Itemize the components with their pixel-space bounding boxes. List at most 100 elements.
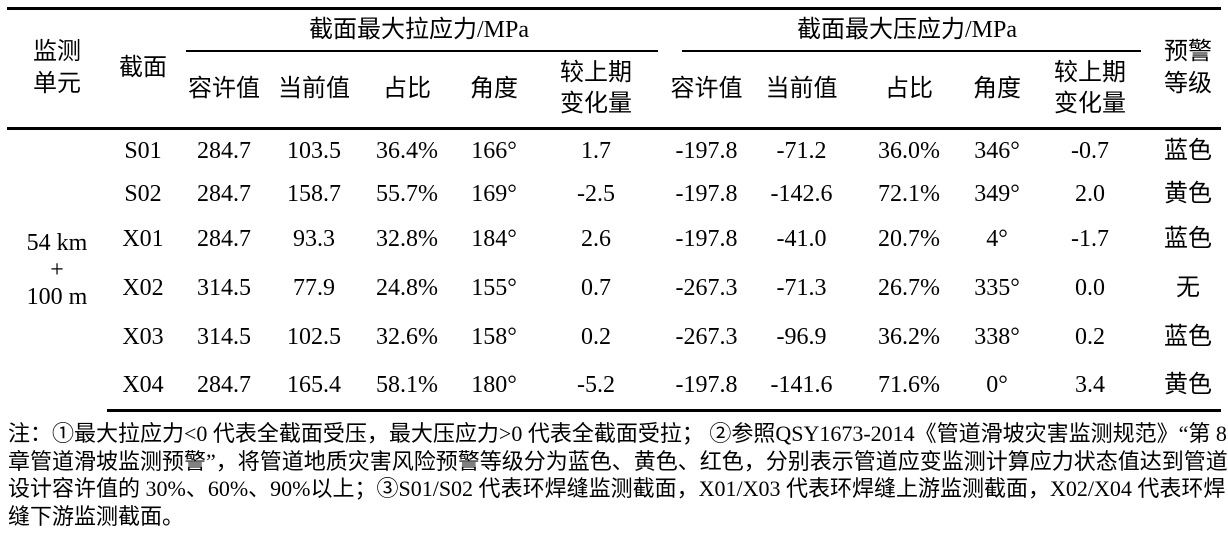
cell-warning-level: 蓝色 (1164, 324, 1213, 351)
cell-tension-ratio: 32.6% (376, 324, 438, 351)
table-row: X03 314.5 102.5 32.6% 158° 0.2 -267.3 -9… (7, 315, 1221, 362)
cell-compression-angle: 0° (969, 361, 1026, 412)
cell-tension-ratio: 32.8% (376, 225, 438, 252)
cell-tension-ratio: 55.7% (376, 181, 438, 208)
cell-tension-angle: 166° (471, 138, 517, 165)
cell-compression-angle: 338° (974, 324, 1020, 351)
cell-compression-allowable: -267.3 (675, 274, 738, 301)
cell-section: X04 (107, 361, 179, 412)
cell-compression-ratio: 36.0% (878, 138, 941, 165)
cell-tension-allowable: 314.5 (197, 274, 251, 301)
header-tension-delta: 较上期 变化量 (533, 51, 660, 130)
cell-compression-delta: -0.7 (1071, 138, 1110, 165)
cell-compression-delta: 0.0 (1075, 274, 1106, 301)
table-row: X04 284.7 165.4 58.1% 180° -5.2 -197.8 -… (7, 361, 1222, 412)
header-section: 截面 (107, 8, 179, 130)
cell-tension-angle: 158° (471, 324, 517, 351)
cell-compression-allowable: -197.8 (659, 361, 755, 412)
note-line-1: 注：①最大拉应力<0 代表全截面受压，最大压应力>0 代表全截面受拉； ②参照Q… (8, 421, 1227, 446)
cell-compression-current: -71.2 (776, 138, 827, 165)
cell-tension-current: 77.9 (293, 274, 335, 301)
cell-tension-allowable: 314.5 (197, 324, 251, 351)
header-monitoring-unit: 监测 单元 (7, 8, 107, 130)
header-compression-delta: 较上期 变化量 (1025, 51, 1156, 130)
table-header: 监测 单元 截面 截面最大拉应力/MPa 截面最大压应力/MPa 预警 等级 容… (7, 8, 1222, 130)
header-row-groups: 监测 单元 截面 截面最大拉应力/MPa 截面最大压应力/MPa 预警 等级 (7, 8, 1222, 130)
cell-compression-allowable: -197.8 (675, 181, 738, 208)
header-compression-current: 当前值 (754, 51, 850, 130)
table-notes: 注：①最大拉应力<0 代表全截面受压，最大压应力>0 代表全截面受拉； ②参照Q… (7, 420, 1228, 530)
cell-tension-delta: 1.7 (581, 138, 611, 165)
cell-compression-angle: 349° (974, 181, 1020, 208)
cell-compression-ratio: 26.7% (878, 274, 941, 301)
header-row-subcolumns: 容许值 当前值 占比 角度 较上期 变化量 容许值 当前值 占比 角度 较上期 … (7, 51, 1221, 130)
cell-tension-allowable: 284.7 (197, 138, 251, 165)
cell-tension-current: 158.7 (287, 181, 341, 208)
table-row: 54 km + 100 m S01 284.7 103.5 36.4% 166°… (7, 129, 1221, 310)
cell-warning-level: 无 (1176, 274, 1201, 301)
cell-warning-level: 黄色 (1155, 361, 1222, 412)
cell-compression-allowable: -197.8 (675, 138, 738, 165)
cell-tension-current: 93.3 (293, 225, 335, 252)
cell-compression-angle: 335° (974, 274, 1020, 301)
header-compression-allowable: 容许值 (659, 51, 755, 130)
cell-compression-delta: -1.7 (1071, 225, 1110, 252)
cell-warning-level: 蓝色 (1164, 225, 1213, 252)
cell-tension-angle: 169° (471, 181, 517, 208)
cell-tension-allowable: 284.7 (179, 361, 269, 412)
cell-section: S02 (124, 181, 162, 208)
cell-tension-angle: 184° (471, 225, 517, 252)
cell-compression-ratio: 20.7% (878, 225, 941, 252)
monitoring-unit-cell: 54 km + 100 m (26, 229, 88, 310)
cell-tension-delta: -5.2 (533, 361, 660, 412)
header-group-compression: 截面最大压应力/MPa (659, 9, 1155, 52)
cell-compression-current: -142.6 (770, 181, 833, 208)
cell-compression-ratio: 71.6% (849, 361, 970, 412)
cell-tension-current: 165.4 (269, 361, 359, 412)
cell-compression-allowable: -197.8 (675, 225, 738, 252)
cell-tension-allowable: 284.7 (197, 225, 251, 252)
cell-tension-ratio: 24.8% (376, 274, 438, 301)
note-line-2: 章管道滑坡监测预警”，将管道地质灾害风险预警等级分为蓝色、黄色、红色，分别表示管… (8, 448, 1228, 474)
header-tension-angle: 角度 (455, 51, 533, 130)
header-warning-level: 预警 等级 (1155, 8, 1222, 130)
cell-compression-current: -96.9 (776, 324, 827, 351)
note-line-4: 缝下游监测截面。 (8, 503, 185, 529)
cell-tension-ratio: 36.4% (376, 138, 438, 165)
cell-tension-allowable: 284.7 (197, 181, 251, 208)
header-tension-ratio: 占比 (359, 51, 455, 130)
table-row: X01 284.7 93.3 32.8% 184° 2.6 -197.8 -41… (7, 217, 1221, 263)
cell-compression-ratio: 36.2% (878, 324, 941, 351)
header-tension-allowable: 容许值 (179, 51, 269, 130)
cell-tension-angle: 155° (471, 274, 517, 301)
header-tension-current: 当前值 (269, 51, 359, 130)
cell-compression-angle: 4° (986, 225, 1008, 252)
cell-warning-level: 蓝色 (1164, 138, 1213, 165)
cell-compression-current: -141.6 (754, 361, 850, 412)
cell-section: S01 (124, 138, 162, 165)
cell-tension-delta: 0.7 (581, 274, 611, 301)
stress-monitoring-table: 监测 单元 截面 截面最大拉应力/MPa 截面最大压应力/MPa 预警 等级 容… (7, 7, 1222, 412)
cell-tension-delta: 2.6 (581, 225, 611, 252)
table-body: 54 km + 100 m S01 284.7 103.5 36.4% 166°… (7, 129, 1222, 412)
cell-tension-current: 103.5 (287, 138, 341, 165)
table-row: X02 314.5 77.9 24.8% 155° 0.7 -267.3 -71… (7, 263, 1221, 315)
header-group-tension: 截面最大拉应力/MPa (179, 9, 659, 52)
note-line-3: 设计容许值的 30%、60%、90%以上；③S01/S02 代表环焊缝监测截面，… (8, 476, 1226, 501)
header-compression-angle: 角度 (969, 51, 1026, 130)
cell-tension-delta: 0.2 (581, 324, 611, 351)
header-compression-ratio: 占比 (849, 51, 970, 130)
cell-compression-delta: 0.2 (1075, 324, 1106, 351)
cell-compression-allowable: -267.3 (675, 324, 738, 351)
cell-tension-ratio: 58.1% (359, 361, 455, 412)
cell-section: X03 (122, 324, 164, 351)
cell-compression-delta: 2.0 (1075, 181, 1106, 208)
cell-tension-angle: 180° (455, 361, 533, 412)
cell-section: X02 (122, 274, 164, 301)
cell-compression-angle: 346° (974, 138, 1020, 165)
cell-section: X01 (122, 225, 164, 252)
cell-compression-ratio: 72.1% (878, 181, 941, 208)
cell-warning-level: 黄色 (1164, 181, 1213, 208)
cell-tension-current: 102.5 (287, 324, 341, 351)
